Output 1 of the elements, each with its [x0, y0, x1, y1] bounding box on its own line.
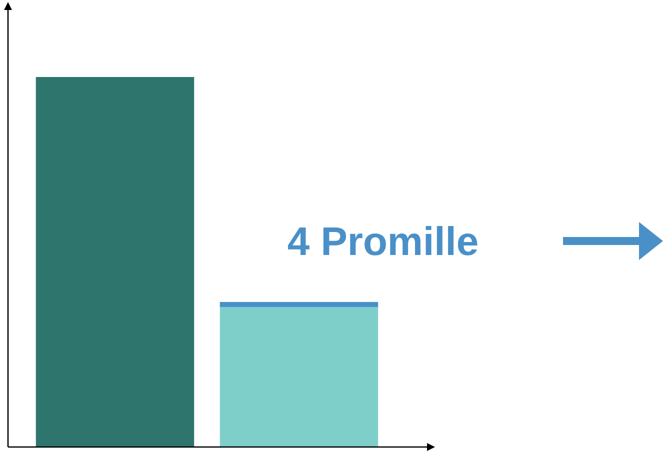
annotation: 4 Promille: [287, 220, 479, 264]
